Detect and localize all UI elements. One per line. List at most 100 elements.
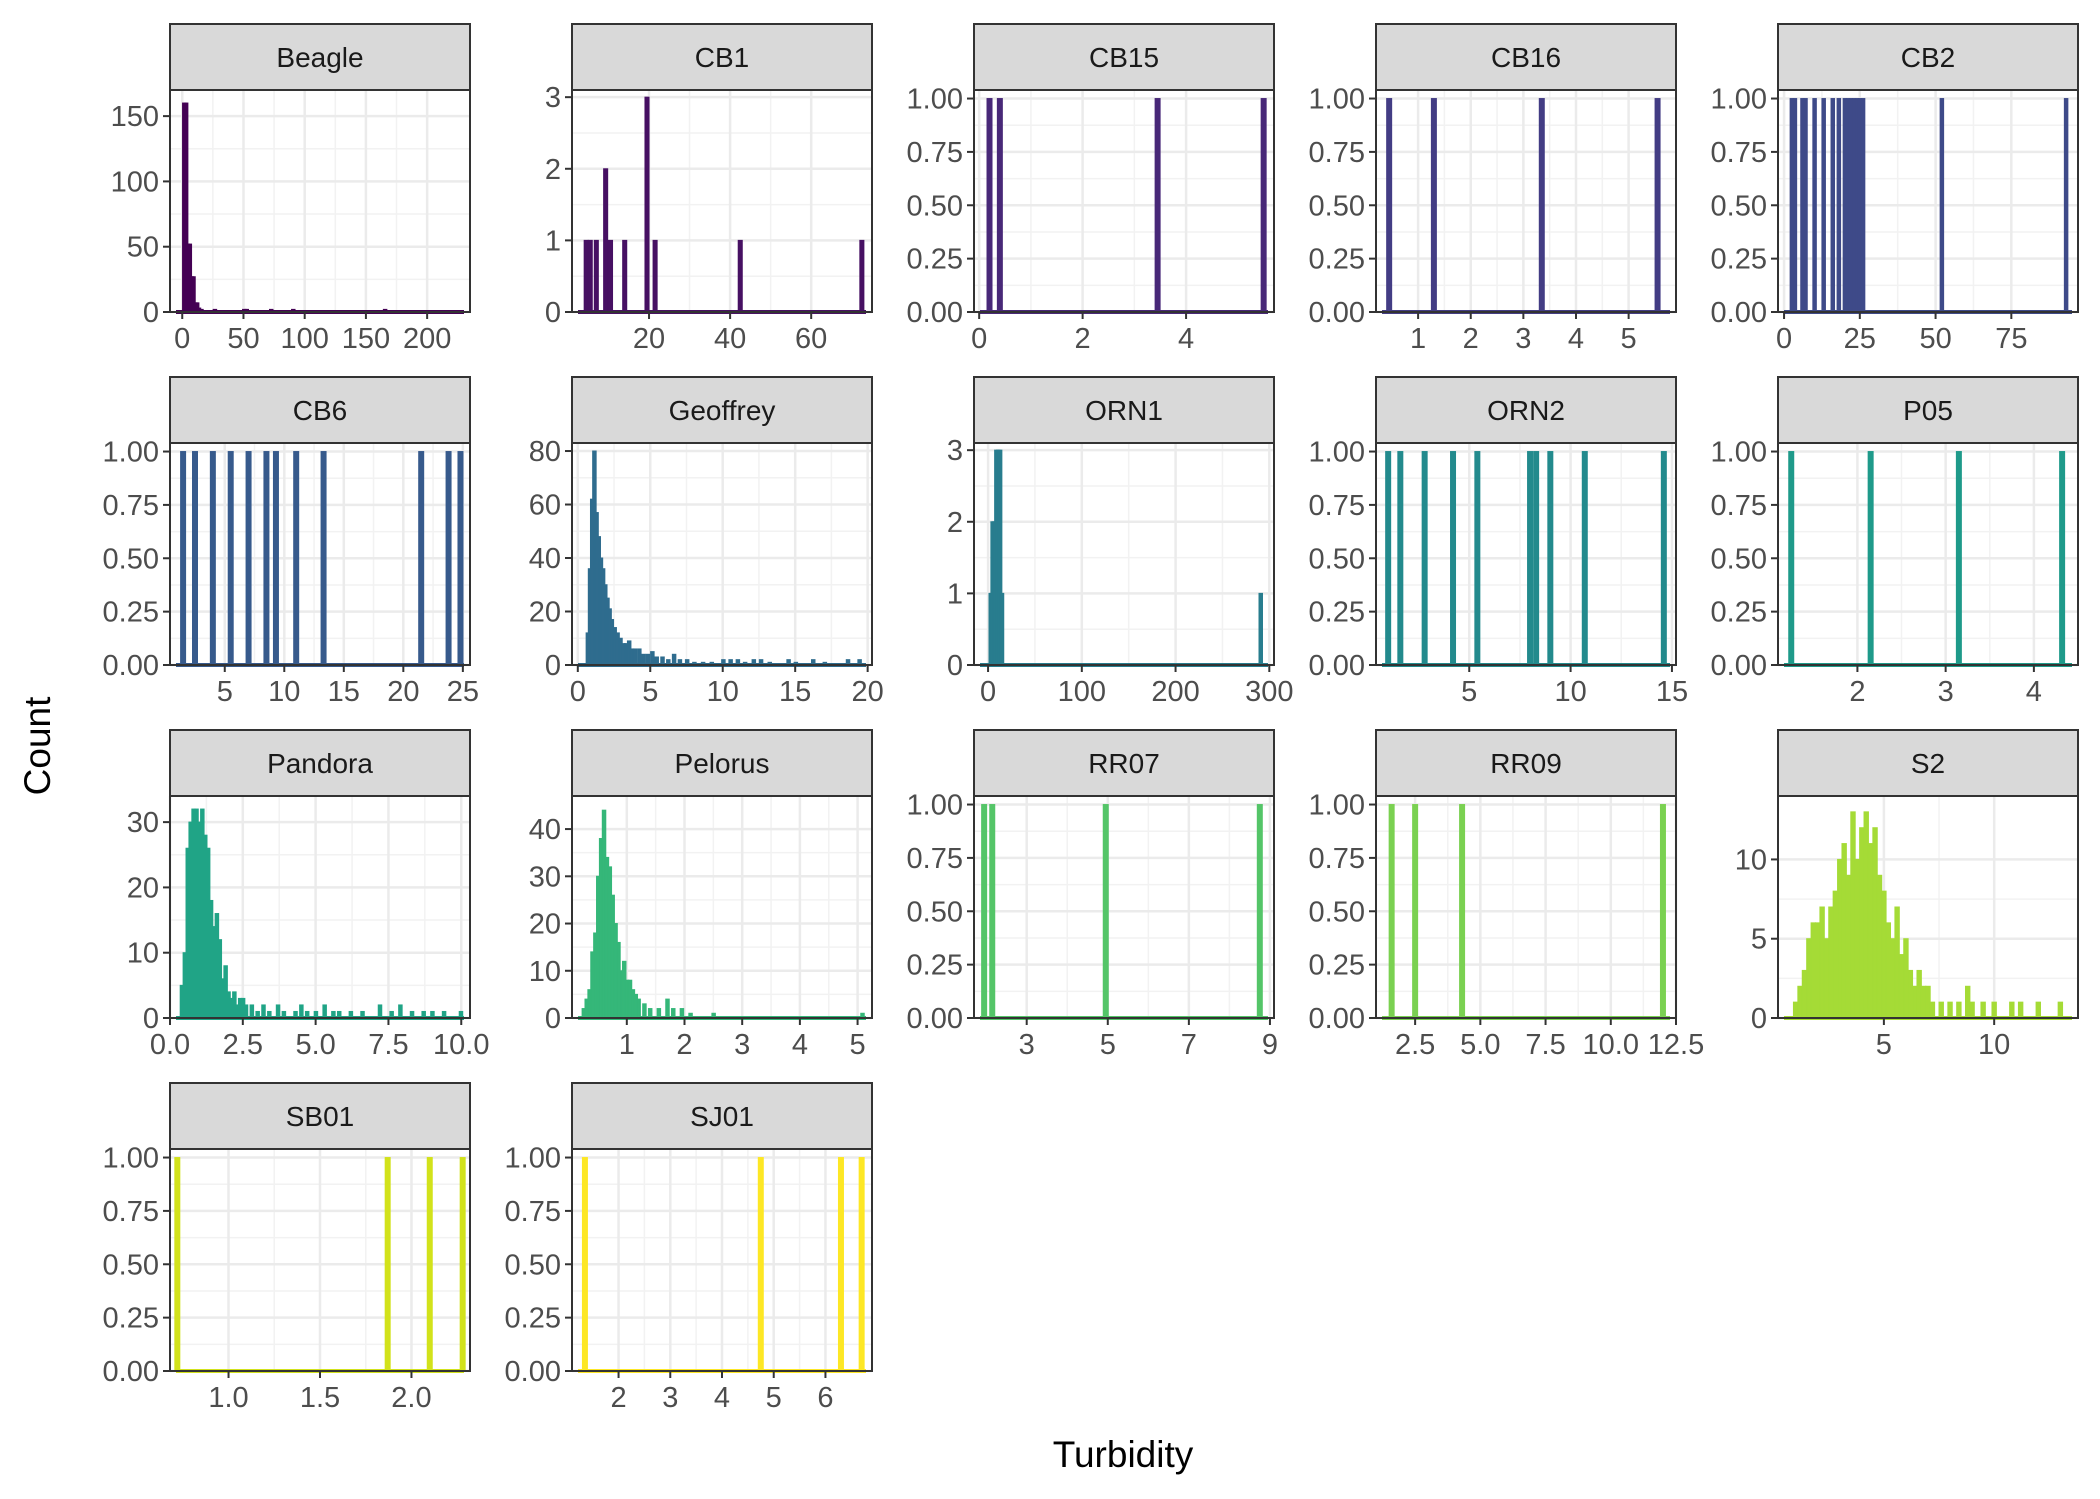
facet-strip-label: RR07 xyxy=(1088,748,1160,779)
histogram-bar xyxy=(275,1004,281,1019)
facet-strip xyxy=(1375,729,1677,797)
histogram-bar xyxy=(1939,98,1945,313)
histogram-bar xyxy=(1547,451,1554,666)
histogram-bar xyxy=(1256,804,1263,1019)
panel-border xyxy=(973,89,1275,313)
histogram-bar xyxy=(1788,451,1795,666)
x-tick-label: 5 xyxy=(766,1382,782,1414)
y-tick-label: 1.00 xyxy=(103,1143,159,1175)
facet-orn2: ORN2 5 10 15 0.00 0.25 0.50 0.75 1.00 xyxy=(1309,376,1688,708)
y-tick-label: 0.50 xyxy=(1711,190,1767,222)
y-tick-label: 1.00 xyxy=(1309,790,1365,822)
y-tick-label: 0.75 xyxy=(1711,490,1767,522)
histogram-bar xyxy=(1898,954,1905,1019)
x-tick-label: 300 xyxy=(1245,676,1293,708)
histogram-bar xyxy=(996,98,1003,313)
histogram-bar xyxy=(1876,874,1883,1019)
histogram-bar xyxy=(656,1008,662,1019)
histogram-bar xyxy=(1412,804,1419,1019)
y-tick-label: 0.50 xyxy=(103,1249,159,1281)
x-tick-label: 0 xyxy=(570,676,586,708)
panel-border xyxy=(169,442,471,666)
histogram-bar xyxy=(1538,98,1545,313)
panel-border xyxy=(1777,795,2079,1019)
histogram-bar xyxy=(1912,985,1918,1019)
panel-background xyxy=(1376,796,1676,1018)
histogram-bar xyxy=(652,239,658,313)
facet-strip-label: Geoffrey xyxy=(669,395,776,426)
panel-background xyxy=(572,90,872,312)
x-tick-label: 3 xyxy=(1938,676,1954,708)
y-tick-label: 1.00 xyxy=(103,437,159,469)
histogram-bar xyxy=(1867,451,1874,666)
x-tick-label: 2 xyxy=(1075,323,1091,355)
histogram-bar xyxy=(757,1157,764,1372)
histogram-bar xyxy=(1815,922,1821,1019)
histogram-bar xyxy=(593,239,599,313)
histogram-bar xyxy=(641,653,646,666)
y-tick-label: 0.50 xyxy=(1711,543,1767,575)
x-tick-label: 10 xyxy=(1554,676,1586,708)
y-tick-label: 0.75 xyxy=(505,1196,561,1228)
histogram-bar xyxy=(245,451,252,666)
histogram-bar xyxy=(1863,811,1869,1019)
x-tick-label: 4 xyxy=(1568,323,1584,355)
y-tick-label: 0.25 xyxy=(1711,597,1767,629)
facet-strip-label: S2 xyxy=(1911,748,1945,779)
histogram-bar xyxy=(2063,98,2069,313)
facet-strip xyxy=(169,729,471,797)
y-tick-label: 0.25 xyxy=(907,950,963,982)
y-tick-label: 1.00 xyxy=(1711,437,1767,469)
x-tick-label: 9 xyxy=(1262,1029,1278,1061)
histogram-bar xyxy=(645,653,651,666)
histogram-bar xyxy=(1969,1001,1975,1019)
y-tick-label: 0.50 xyxy=(1309,896,1365,928)
x-tick-label: 75 xyxy=(1995,323,2027,355)
facet-strip-label: CB1 xyxy=(695,42,749,73)
panel-border xyxy=(571,89,873,313)
y-tick-label: 0.00 xyxy=(1309,650,1365,682)
histogram-bar xyxy=(1527,451,1534,666)
y-tick-label: 100 xyxy=(111,166,159,198)
histogram-bar xyxy=(249,1004,255,1019)
histogram-bar xyxy=(679,1008,685,1019)
histogram-bar xyxy=(1845,874,1852,1019)
histogram-bar xyxy=(1955,451,1962,666)
histogram-bar xyxy=(1916,969,1922,1019)
histogram-bar xyxy=(1258,592,1263,666)
x-tick-label: 10.0 xyxy=(433,1029,489,1061)
histogram-bar xyxy=(174,1157,181,1372)
y-tick-label: 0.25 xyxy=(1309,597,1365,629)
histogram-bar xyxy=(2057,1001,2064,1019)
histogram-bar xyxy=(989,804,996,1019)
facet-cb1: CB1 20 40 60 0 1 2 3 xyxy=(545,23,873,355)
panel-background xyxy=(974,443,1274,665)
facet-pandora: Pandora 0.0 2.5 5.0 7.5 10.0 0 10 20 30 xyxy=(127,729,489,1061)
histogram-bar xyxy=(1654,98,1661,313)
x-tick-label: 1.0 xyxy=(208,1382,248,1414)
facet-orn1: ORN1 0 100 200 300 0 1 2 3 xyxy=(947,376,1294,708)
x-tick-label: 40 xyxy=(714,323,746,355)
y-tick-label: 60 xyxy=(529,490,561,522)
histogram-bar xyxy=(1836,98,1842,313)
histogram-bar xyxy=(1102,804,1109,1019)
panel-border xyxy=(973,442,1275,666)
histogram-bar xyxy=(2059,451,2066,666)
histogram-bar xyxy=(581,1157,588,1372)
histogram-bar xyxy=(1867,843,1874,1019)
histogram-bar xyxy=(426,1157,433,1372)
x-tick-label: 7 xyxy=(1181,1029,1197,1061)
y-tick-label: 0.50 xyxy=(103,543,159,575)
y-tick-label: 0.00 xyxy=(505,1356,561,1388)
histogram-bar xyxy=(261,1004,266,1019)
x-tick-label: 2 xyxy=(1849,676,1865,708)
panel-border xyxy=(1375,442,1677,666)
histogram-bar xyxy=(192,451,198,666)
y-tick-label: 10 xyxy=(529,956,561,988)
histogram-bar xyxy=(1792,1001,1799,1019)
histogram-bar xyxy=(1925,985,1931,1019)
panel-border xyxy=(169,89,471,313)
histogram-bar xyxy=(1819,906,1825,1019)
